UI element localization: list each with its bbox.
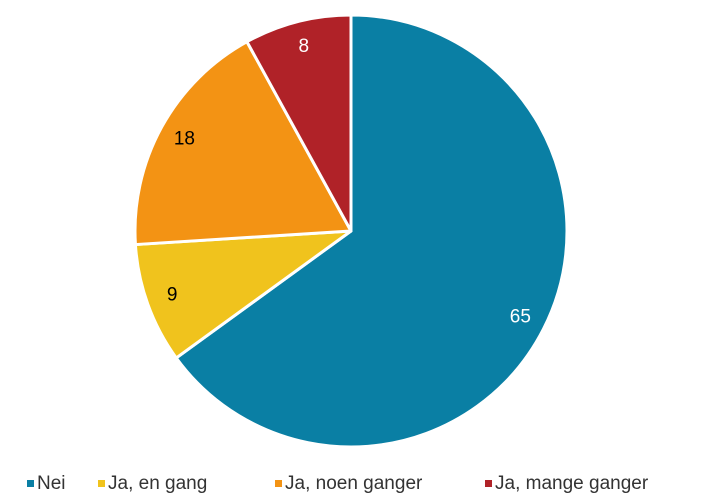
pie-slice [133, 229, 353, 360]
data-label: 9 [167, 284, 178, 305]
pie-slice [245, 13, 353, 233]
legend-swatch [27, 480, 34, 487]
data-label: 18 [174, 128, 195, 149]
legend-label: Ja, mange ganger [495, 473, 649, 494]
legend-swatch [485, 480, 492, 487]
legend-swatch [98, 480, 105, 487]
legend-label: Ja, en gang [108, 473, 207, 494]
legend-label: Ja, noen ganger [285, 473, 423, 494]
pie-slice [174, 13, 569, 449]
legend-label: Nei [37, 473, 66, 494]
legend-swatch [275, 480, 282, 487]
data-label: 65 [510, 306, 531, 327]
data-label: 8 [298, 36, 309, 57]
pie-slice [133, 40, 353, 247]
